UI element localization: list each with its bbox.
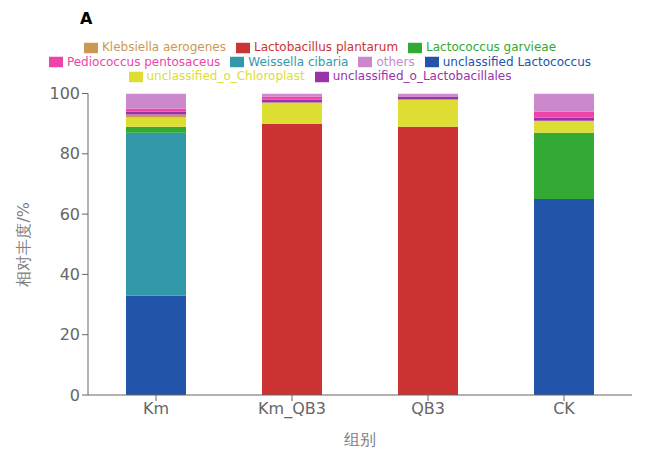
svg-text:40: 40	[60, 265, 80, 284]
html-text:unclassified Lactococcus: unclassified Lactococcus	[442, 54, 592, 69]
svg-text:60: 60	[60, 205, 80, 224]
svg-text:相对丰度/%: 相对丰度/%	[14, 202, 33, 287]
html-text:Pediococcus pentosaceus: Pediococcus pentosaceus	[66, 54, 221, 69]
html-text:Weissella cibaria: Weissella cibaria	[248, 54, 349, 69]
svg-text:Km: Km	[143, 399, 169, 418]
svg-text:Km_QB3: Km_QB3	[258, 399, 326, 419]
html-text:unclassified_o_Lactobacillales: unclassified_o_Lactobacillales	[332, 69, 512, 83]
svg-text:0: 0	[70, 386, 80, 405]
svg-text:CK: CK	[553, 399, 575, 418]
html-text:others: others	[376, 54, 415, 69]
svg-text:20: 20	[60, 325, 80, 344]
html-text:Klebsiella aerogenes: Klebsiella aerogenes	[102, 40, 226, 54]
html-text:A: A	[80, 9, 93, 28]
svg-text:QB3: QB3	[411, 399, 445, 418]
svg-text:组别: 组别	[344, 430, 376, 449]
svg-text:100: 100	[49, 84, 80, 103]
svg-text:80: 80	[60, 144, 80, 163]
html-text:Lactococcus garvieae: Lactococcus garvieae	[426, 40, 556, 54]
html-text:unclassified_o_Chloroplast: unclassified_o_Chloroplast	[146, 69, 305, 83]
html-text:Lactobacillus plantarum: Lactobacillus plantarum	[254, 40, 399, 54]
